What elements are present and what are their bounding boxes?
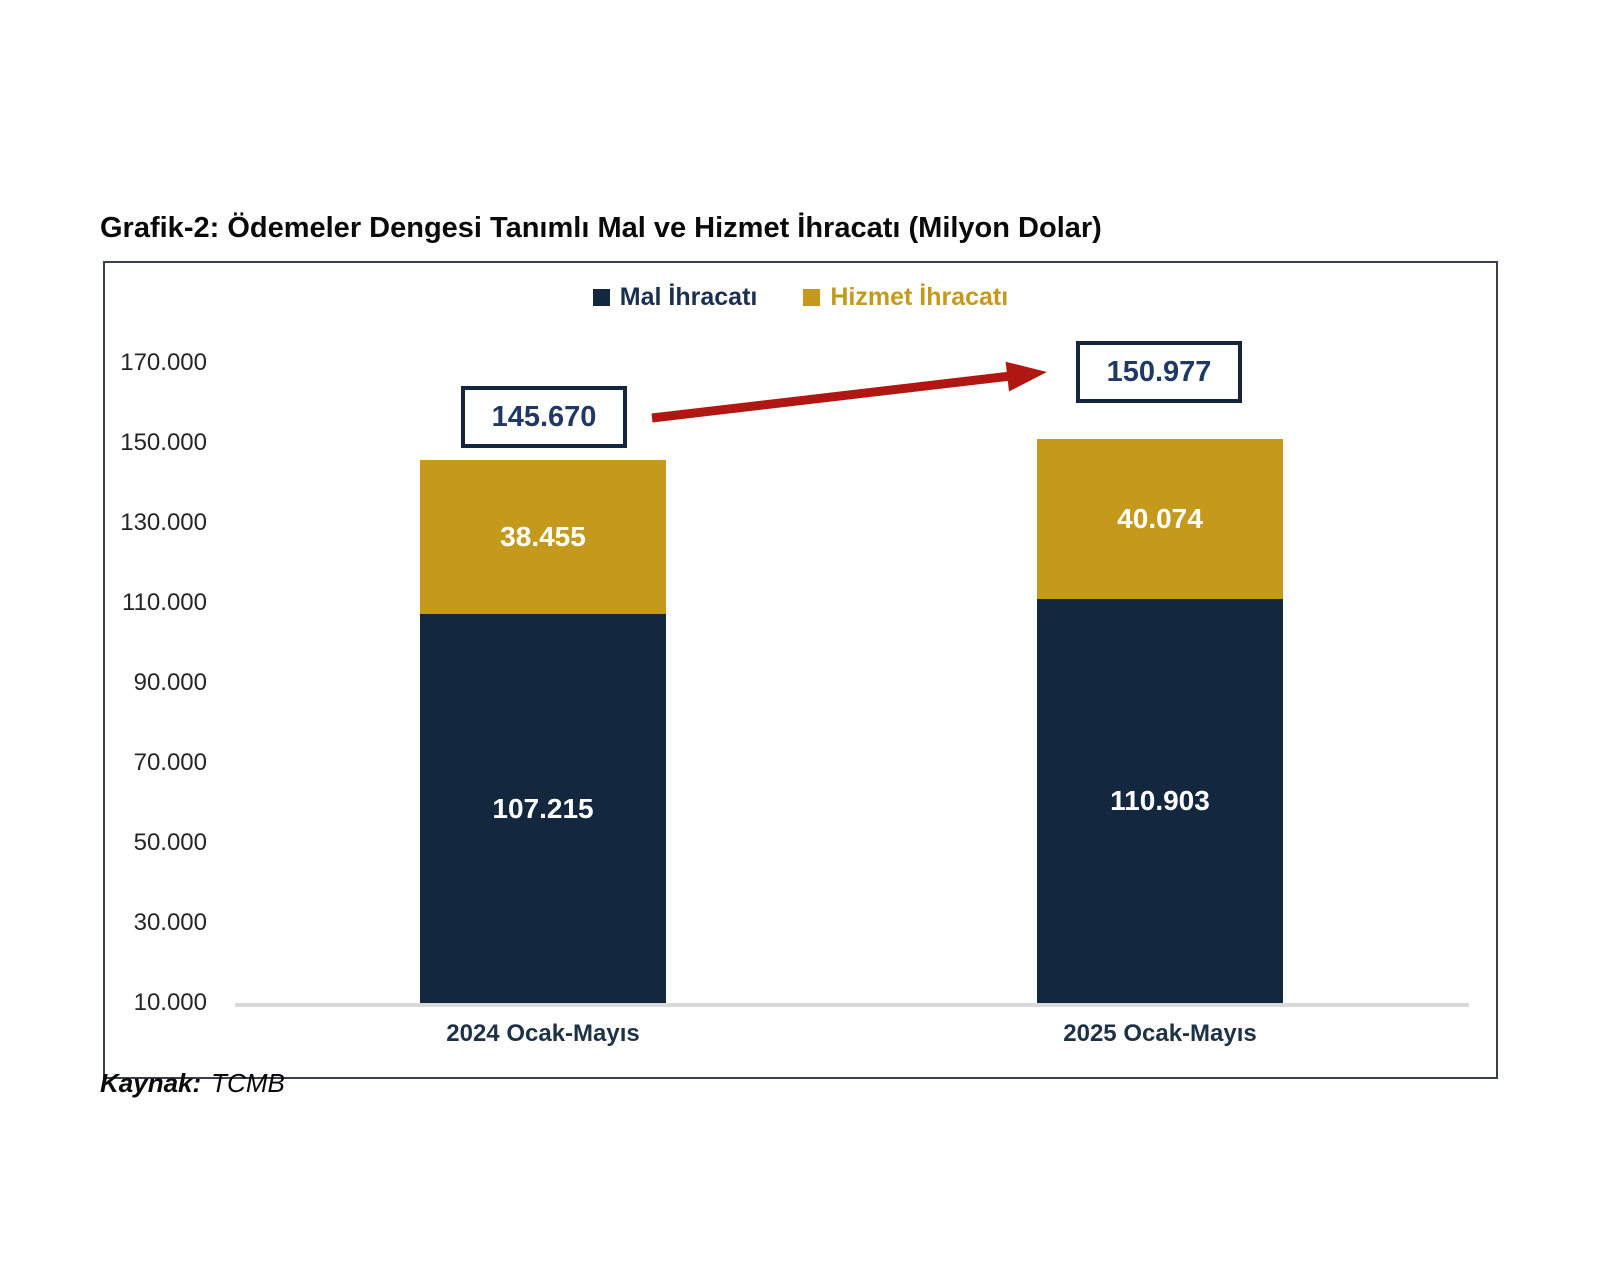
bar-value-label: 110.903 (1110, 785, 1210, 817)
y-axis-tick-label: 110.000 (122, 589, 207, 616)
y-axis-tick-label: 130.000 (120, 509, 207, 536)
y-axis-tick-label: 30.000 (133, 909, 207, 936)
legend-item-mal-ihracati[interactable]: Mal İhracatı (592, 283, 758, 312)
legend-swatch-icon (592, 289, 610, 306)
y-axis-tick-label: 170.000 (120, 349, 207, 376)
increase-arrow (651, 361, 1047, 423)
x-axis-category-label: 2024 Ocak-Mayıs (446, 1020, 640, 1047)
legend-label: Mal İhracatı (619, 283, 758, 311)
y-axis-tick-label: 50.000 (133, 829, 207, 856)
source-value: TCMB (211, 1068, 285, 1098)
legend-swatch-icon (803, 289, 821, 306)
bar-segment-mal-2025[interactable]: 110.903 (1037, 599, 1283, 1003)
total-callout-2024: 145.670 (461, 386, 627, 448)
bar-value-label: 38.455 (500, 521, 586, 553)
bar-segment-hizmet-2025[interactable]: 40.074 (1037, 439, 1283, 600)
source-label: Kaynak: (100, 1068, 202, 1098)
total-value-2025: 150.977 (1106, 355, 1212, 388)
bar-segment-mal-2024[interactable]: 107.215 (420, 614, 666, 1003)
x-axis-category-label: 2025 Ocak-Mayıs (1063, 1020, 1257, 1047)
x-axis-line (235, 1003, 1469, 1007)
y-axis-tick-label: 90.000 (133, 669, 207, 696)
y-axis-tick-label: 10.000 (133, 989, 207, 1016)
bar-value-label: 40.074 (1117, 503, 1203, 535)
legend-label: Hizmet İhracatı (830, 283, 1009, 311)
y-axis-tick-label: 70.000 (133, 749, 207, 776)
bar-value-label: 107.215 (492, 792, 594, 824)
source-note: Kaynak: TCMB (100, 1068, 285, 1099)
total-value-2024: 145.670 (491, 400, 597, 433)
total-callout-2025: 150.977 (1076, 341, 1242, 403)
legend-item-hizmet-ihracati[interactable]: Hizmet İhracatı (803, 283, 1008, 312)
chart-legend: Mal İhracatı Hizmet İhracatı (105, 283, 1496, 312)
bar-segment-hizmet-2024[interactable]: 38.455 (420, 460, 666, 615)
chart-title: Grafik-2: Ödemeler Dengesi Tanımlı Mal v… (100, 212, 1102, 244)
y-axis-tick-label: 150.000 (120, 429, 207, 456)
